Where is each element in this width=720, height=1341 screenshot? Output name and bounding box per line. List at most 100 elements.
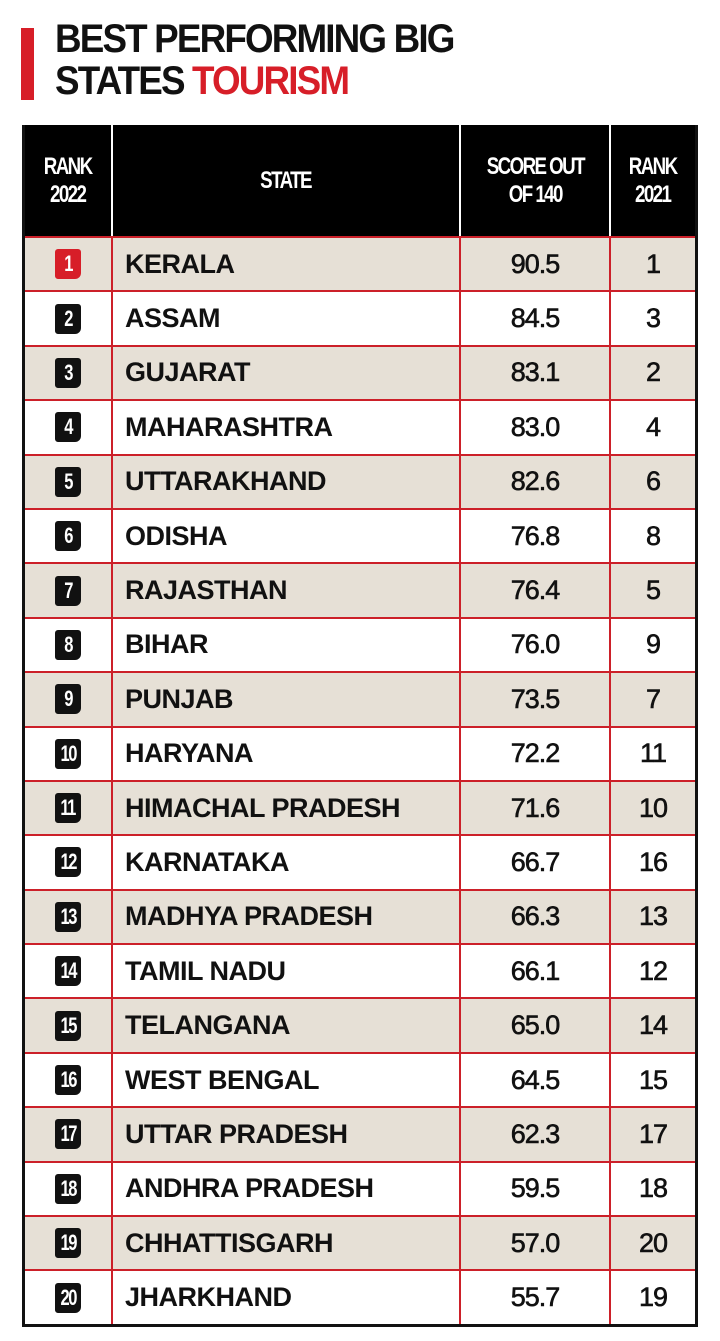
score-cell: 84.5	[461, 292, 611, 345]
rank-badge-number: 5	[64, 468, 73, 494]
rank-2021-cell: 4	[645, 411, 662, 443]
table-row: 8 BIHAR 76.0 9	[25, 616, 695, 672]
rank-badge: 5	[55, 466, 81, 497]
rank-badge: 11	[55, 793, 81, 824]
score-cell: 72.2	[461, 727, 611, 780]
score-cell: 83.1	[461, 346, 611, 400]
rank-badge: 15	[55, 1010, 81, 1041]
state-cell: MAHARASHTRA	[113, 401, 461, 454]
rank-badge: 20	[55, 1282, 81, 1313]
rank-2022-cell: 16	[25, 1053, 113, 1107]
score-cell: 64.5	[461, 1053, 611, 1107]
header-state-label: STATE	[260, 166, 313, 194]
table-row: 20 JHARKHAND 55.7 19	[25, 1269, 695, 1324]
state-cell: MADHYA PRADESH	[113, 890, 461, 944]
rank-badge-number: 14	[60, 958, 77, 984]
rank-badge-number: 1	[64, 251, 73, 277]
table-row: 5 UTTARAKHAND 82.6 6	[25, 453, 695, 508]
score-cell: 76.8	[461, 509, 611, 563]
state-cell: BIHAR	[113, 618, 461, 672]
rank-badge: 17	[55, 1119, 81, 1150]
state-cell: RAJASTHAN	[113, 564, 461, 617]
rank-2021-cell: 20	[611, 1217, 695, 1270]
state-cell: HARYANA	[113, 727, 461, 780]
state-cell: TELANGANA	[113, 999, 461, 1052]
rank-2022-cell: 13	[25, 890, 113, 944]
table-row: 18 ANDHRA PRADESH 59.5 18	[25, 1160, 695, 1216]
rank-badge: 14	[55, 956, 81, 987]
score-cell: 76.4	[461, 564, 611, 617]
state-cell: GUJARAT	[113, 346, 461, 400]
rank-2022-cell: 5	[25, 455, 113, 508]
score-cell: 76.0	[461, 618, 611, 672]
table-header: RANK 2022 STATE SCORE OUT OF 140 RANK 20…	[25, 125, 695, 236]
rank-badge-number: 4	[64, 414, 73, 440]
score-cell: 83.0	[461, 401, 611, 454]
table-row: 12 KARNATAKA 66.7 16	[25, 834, 695, 889]
state-cell: KERALA	[113, 238, 461, 291]
table-row: 10 HARYANA 72.2 11	[25, 725, 695, 780]
table-row: 2 ASSAM 84.5 3	[25, 290, 695, 345]
ranking-table: RANK 2022 STATE SCORE OUT OF 140 RANK 20…	[22, 125, 698, 1327]
rank-2021-cell: 19	[638, 1282, 669, 1313]
rank-badge: 6	[55, 521, 81, 552]
rank-2022-cell: 14	[25, 945, 113, 998]
rank-badge-number: 17	[60, 1121, 77, 1147]
score-cell: 90.5	[461, 238, 611, 291]
rank-badge-number: 8	[64, 631, 73, 657]
rank-2022-cell: 8	[25, 618, 113, 672]
title-line-2: STATES TOURISM	[55, 60, 453, 102]
state-cell: WEST BENGAL	[113, 1053, 461, 1107]
table-row: 6 ODISHA 76.8 8	[25, 507, 695, 563]
header-state: STATE	[113, 125, 461, 236]
rank-2021-cell: 3	[645, 303, 662, 334]
state-cell: ODISHA	[113, 509, 461, 563]
state-cell: PUNJAB	[113, 673, 461, 726]
rank-badge: 3	[55, 357, 81, 388]
rank-2022-cell: 12	[25, 836, 113, 889]
title-line-2-prefix: STATES	[55, 59, 193, 103]
rank-2022-cell: 10	[25, 727, 113, 780]
rank-2021-cell: 13	[611, 890, 695, 944]
rank-badge-number: 10	[60, 740, 77, 766]
state-cell: UTTARAKHAND	[113, 455, 461, 508]
table-row: 17 UTTAR PRADESH 62.3 17	[25, 1106, 695, 1161]
rank-2021-cell: 17	[611, 1108, 695, 1161]
score-cell: 82.6	[461, 455, 611, 508]
table-row: 7 RAJASTHAN 76.4 5	[25, 562, 695, 617]
rank-badge: 12	[55, 847, 81, 878]
rank-2021-cell: 14	[611, 999, 695, 1052]
rank-badge: 9	[55, 684, 81, 715]
state-cell: KARNATAKA	[113, 836, 461, 889]
rank-badge-number: 6	[64, 523, 73, 549]
table-row: 13 MADHYA PRADESH 66.3 13	[25, 888, 695, 944]
rank-2021-cell: 8	[645, 520, 662, 551]
rank-2021-cell: 9	[645, 629, 662, 660]
rank-2021-cell: 12	[638, 955, 669, 986]
table-row: 9 PUNJAB 73.5 7	[25, 671, 695, 726]
rank-badge: 1	[55, 249, 81, 280]
rank-badge: 8	[55, 629, 81, 660]
score-cell: 55.7	[461, 1271, 611, 1324]
table-row: 3 GUJARAT 83.1 2	[25, 344, 695, 400]
rank-badge-number: 18	[60, 1175, 77, 1201]
rank-badge: 7	[55, 575, 81, 606]
score-cell: 66.7	[461, 836, 611, 889]
rank-badge: 19	[55, 1228, 81, 1259]
rank-badge: 10	[55, 738, 81, 769]
header-score: SCORE OUT OF 140	[461, 125, 611, 236]
table-row: 14 TAMIL NADU 66.1 12	[25, 943, 695, 998]
title-accent-bar	[21, 28, 34, 100]
page-title: BEST PERFORMING BIG STATES TOURISM	[55, 17, 455, 102]
rank-badge-number: 2	[64, 305, 73, 331]
rank-2022-cell: 9	[25, 673, 113, 726]
score-cell: 66.1	[461, 945, 611, 998]
rank-2022-cell: 18	[25, 1162, 113, 1216]
rank-2022-cell: 1	[25, 238, 113, 291]
rank-2021-cell: 2	[611, 346, 695, 400]
title-line-1: BEST PERFORMING BIG	[55, 17, 455, 61]
rank-2022-cell: 6	[25, 509, 113, 563]
state-cell: UTTAR PRADESH	[113, 1108, 461, 1161]
title-line-2-accent: TOURISM	[192, 59, 350, 103]
header-rank-2021-label: RANK 2021	[629, 152, 678, 208]
